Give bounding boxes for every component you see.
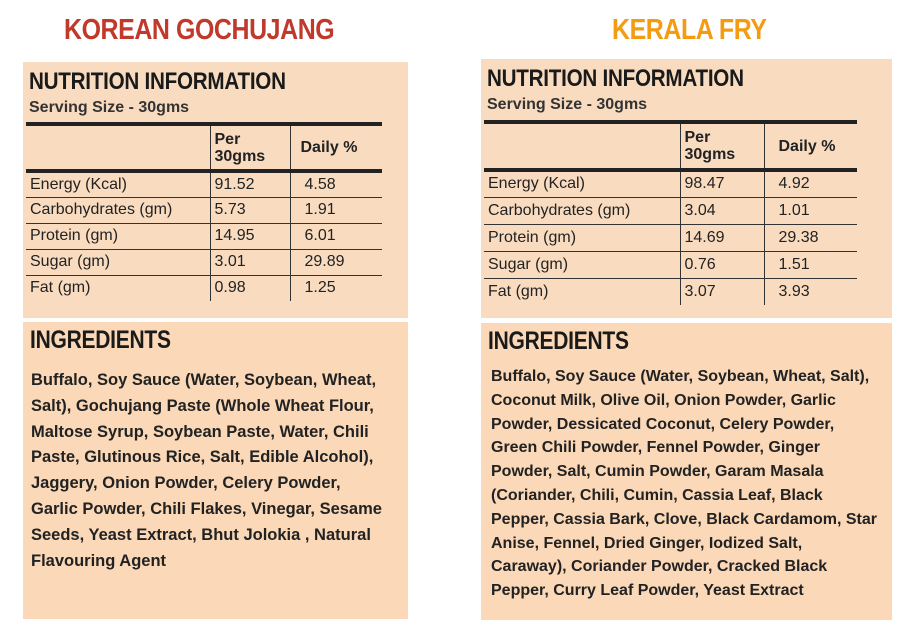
table-row: Sugar (gm) 3.01 29.89 — [26, 249, 382, 276]
nutrition-panel-korean-gochujang: NUTRITION INFORMATION Serving Size - 30g… — [23, 62, 408, 318]
table-row: Energy (Kcal) 91.52 4.58 — [26, 171, 382, 198]
row-daily-value: 3.93 — [778, 282, 810, 300]
ingredients-line: (Coriander, Chili, Cumin, Cassia Leaf, B… — [491, 486, 823, 504]
ingredients-line: Garlic Powder, Chili Flakes, Vinegar, Se… — [31, 499, 382, 518]
row-per-value: 0.98 — [210, 275, 291, 301]
table-row: Sugar (gm) 0.76 1.51 — [484, 251, 857, 279]
row-daily-value: 1.51 — [764, 251, 857, 279]
row-per-value: 3.04 — [680, 197, 765, 225]
header-per-30gms: Per 30gms — [680, 122, 765, 170]
table-row: Carbohydrates (gm) 5.73 1.91 — [26, 197, 382, 224]
row-per-value: 3.07 — [680, 278, 765, 305]
ingredients-line: Anise, Fennel, Dried Ginger, Iodized Sal… — [491, 534, 803, 552]
ingredients-line: Powder, Dessicated Coconut, Celery Powde… — [491, 415, 835, 433]
nutrition-table-header: Per 30gms Daily % — [26, 124, 382, 171]
ingredients-text: Buffalo, Soy Sauce (Water, Soybean, Whea… — [31, 368, 382, 574]
ingredients-line: Powder, Salt, Cumin Powder, Garam Masala — [491, 463, 824, 481]
table-row: Protein (gm) 14.95 6.01 — [26, 223, 382, 250]
ingredients-panel-korean-gochujang: INGREDIENTS Buffalo, Soy Sauce (Water, S… — [23, 322, 408, 619]
ingredients-line: Paste, Glutinous Rice, Salt, Edible Alco… — [31, 448, 374, 467]
row-per-value: 3.01 — [210, 249, 291, 276]
table-row: Protein (gm) 14.69 29.38 — [484, 224, 857, 252]
table-row: Fat (gm) 0.98 1.25 — [26, 275, 382, 301]
ingredients-line: Coconut Milk, Olive Oil, Onion Powder, G… — [491, 391, 836, 409]
row-label: Energy (Kcal) — [484, 170, 681, 198]
row-per-value: 91.52 — [210, 171, 291, 198]
nutrition-table-header: Per 30gms Daily % — [484, 122, 857, 170]
row-label: Protein (gm) — [484, 224, 681, 252]
ingredients-line: Pepper, Cassia Bark, Clove, Black Cardam… — [491, 510, 877, 528]
row-daily-value: 4.58 — [290, 171, 382, 198]
nutrition-table: Per 30gms Daily % Energy (Kcal) 91.52 4.5… — [26, 122, 382, 301]
table-row: Fat (gm) 3.07 3.93 — [484, 278, 857, 305]
nutrition-panel-kerala-fry: NUTRITION INFORMATION Serving Size - 30g… — [481, 59, 892, 318]
ingredients-line: Maltose Syrup, Soybean Paste, Water, Chi… — [31, 422, 369, 441]
header-per-30gms: Per 30gms — [210, 124, 291, 171]
nutrition-table: Per 30gms Daily % Energy (Kcal) 98.47 4.9… — [484, 120, 857, 305]
product-title-korean-gochujang: KOREAN GOCHUJANG — [64, 14, 335, 46]
table-row: Energy (Kcal) 98.47 4.92 — [484, 170, 857, 198]
ingredients-text: Buffalo, Soy Sauce (Water, Soybean, Whea… — [491, 365, 877, 603]
ingredients-line: Caraway), Coriander Powder, Cracked Blac… — [491, 558, 828, 576]
row-per-value: 5.73 — [210, 197, 291, 224]
row-label: Energy (Kcal) — [26, 171, 211, 198]
row-per-value: 14.69 — [680, 224, 765, 252]
ingredients-line: Pepper, Curry Leaf Powder, Yeast Extract — [491, 582, 804, 600]
ingredients-line: Buffalo, Soy Sauce (Water, Soybean, Whea… — [491, 368, 870, 385]
serving-size: Serving Size - 30gms — [29, 99, 190, 116]
header-daily-percent: Daily % — [300, 139, 358, 156]
serving-size: Serving Size - 30gms — [487, 96, 648, 113]
row-per-value: 14.95 — [210, 223, 291, 250]
row-label: Fat (gm) — [484, 278, 681, 305]
table-row: Carbohydrates (gm) 3.04 1.01 — [484, 197, 857, 225]
row-daily-value: 29.38 — [764, 224, 857, 252]
row-per-value: 98.47 — [680, 170, 765, 198]
header-blank — [484, 122, 681, 170]
row-label: Sugar (gm) — [26, 249, 211, 276]
ingredients-line: Seeds, Yeast Extract, Bhut Jolokia , Nat… — [31, 525, 371, 544]
row-daily-value: 1.25 — [304, 279, 336, 297]
row-label: Carbohydrates (gm) — [26, 197, 211, 224]
nutrition-heading: NUTRITION INFORMATION — [487, 65, 744, 92]
header-daily-percent: Daily % — [778, 137, 836, 155]
row-label: Protein (gm) — [26, 223, 211, 250]
row-daily-value: 1.01 — [764, 197, 857, 225]
ingredients-line: Flavouring Agent — [31, 551, 167, 570]
ingredients-heading: INGREDIENTS — [488, 327, 629, 355]
ingredients-line: Jaggery, Onion Powder, Celery Powder, — [31, 474, 341, 493]
header-blank — [26, 124, 211, 171]
ingredients-line: Salt), Gochujang Paste (Whole Wheat Flou… — [31, 396, 374, 415]
row-daily-value: 1.91 — [290, 197, 382, 224]
nutrition-heading: NUTRITION INFORMATION — [29, 68, 286, 95]
row-daily-value: 29.89 — [290, 249, 382, 276]
row-label: Carbohydrates (gm) — [484, 197, 681, 225]
row-per-value: 0.76 — [680, 251, 765, 279]
row-label: Sugar (gm) — [484, 251, 681, 279]
row-daily-value: 4.92 — [764, 170, 857, 198]
ingredients-line: Green Chili Powder, Fennel Powder, Ginge… — [491, 439, 820, 457]
ingredients-panel-kerala-fry: INGREDIENTS Buffalo, Soy Sauce (Water, S… — [481, 323, 892, 620]
ingredients-heading: INGREDIENTS — [30, 326, 171, 354]
ingredients-line: Buffalo, Soy Sauce (Water, Soybean, Whea… — [31, 371, 377, 389]
row-daily-value: 6.01 — [290, 223, 382, 250]
row-label: Fat (gm) — [26, 275, 211, 301]
product-title-kerala-fry: KERALA FRY — [612, 14, 767, 46]
